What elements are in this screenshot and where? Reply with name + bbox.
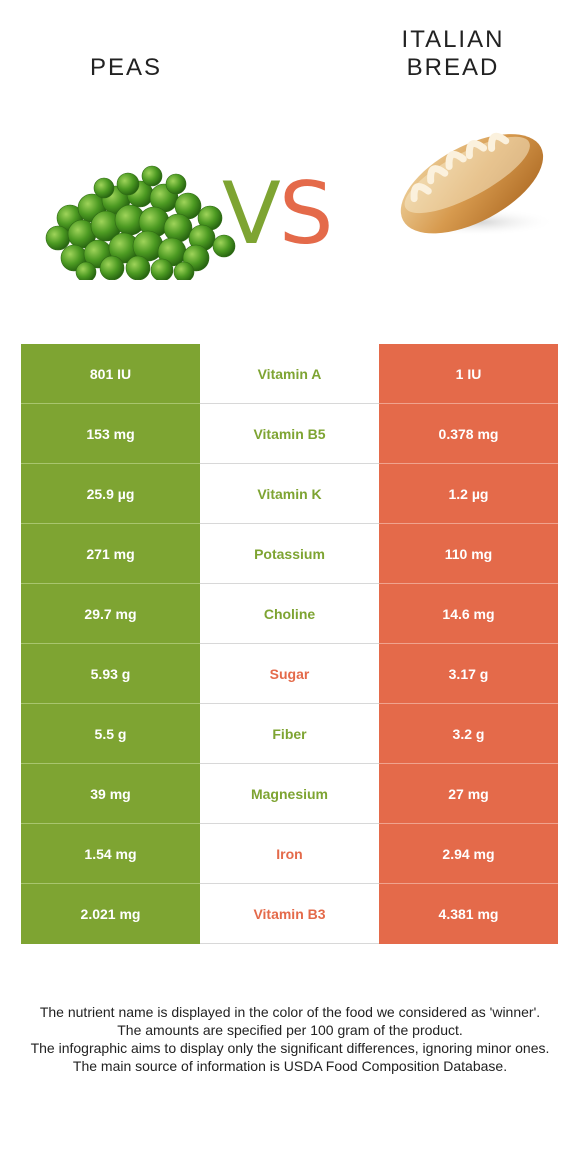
pea (116, 172, 140, 196)
nutrient-name: Vitamin B3 (200, 884, 379, 944)
peas-image (45, 165, 236, 280)
pea (93, 177, 115, 199)
pea (99, 255, 125, 280)
table-row: 39 mg Magnesium 27 mg (21, 764, 558, 824)
left-value: 271 mg (21, 524, 200, 584)
pea (165, 173, 187, 195)
pea (173, 261, 195, 280)
pea (125, 255, 151, 280)
left-food-title: PEAS (89, 54, 163, 81)
table-row: 5.93 g Sugar 3.17 g (21, 644, 558, 704)
nutrient-name: Magnesium (200, 764, 379, 824)
right-value: 110 mg (379, 524, 558, 584)
nutrient-name: Fiber (200, 704, 379, 764)
italian-bread-image (396, 132, 554, 236)
pea (212, 234, 236, 258)
right-value: 2.94 mg (379, 824, 558, 884)
left-value: 1.54 mg (21, 824, 200, 884)
note-data-source: The main source of information is USDA F… (72, 1058, 508, 1074)
left-value: 153 mg (21, 404, 200, 464)
pea (141, 165, 163, 187)
versus-label: VS (222, 164, 334, 264)
right-value: 3.17 g (379, 644, 558, 704)
nutrient-name: Potassium (200, 524, 379, 584)
table-row: 153 mg Vitamin B5 0.378 mg (21, 404, 558, 464)
left-value: 5.5 g (21, 704, 200, 764)
nutrient-name: Choline (200, 584, 379, 644)
left-value: 39 mg (21, 764, 200, 824)
table-row: 1.54 mg Iron 2.94 mg (21, 824, 558, 884)
right-value: 4.381 mg (379, 884, 558, 944)
left-value: 2.021 mg (21, 884, 200, 944)
table-row: 2.021 mg Vitamin B3 4.381 mg (21, 884, 558, 944)
table-row: 29.7 mg Choline 14.6 mg (21, 584, 558, 644)
note-significant-differences: The infographic aims to display only the… (30, 1040, 550, 1056)
nutrient-name: Vitamin K (200, 464, 379, 524)
right-food-title: ITALIAN BREAD (401, 26, 505, 81)
left-value: 5.93 g (21, 644, 200, 704)
vs-letter-s: S (278, 164, 334, 264)
footnotes: The nutrient name is displayed in the co… (18, 1003, 562, 1075)
right-value: 14.6 mg (379, 584, 558, 644)
table-row: 25.9 µg Vitamin K 1.2 µg (21, 464, 558, 524)
left-value: 29.7 mg (21, 584, 200, 644)
right-value: 0.378 mg (379, 404, 558, 464)
pea (150, 258, 174, 280)
nutrient-name: Iron (200, 824, 379, 884)
table-row: 5.5 g Fiber 3.2 g (21, 704, 558, 764)
vs-letter-v: V (222, 164, 281, 264)
left-value: 25.9 µg (21, 464, 200, 524)
nutrient-name: Vitamin A (200, 344, 379, 404)
right-value: 1 IU (379, 344, 558, 404)
nutrient-name: Vitamin B5 (200, 404, 379, 464)
pea (163, 213, 193, 243)
note-amounts: The amounts are specified per 100 gram o… (117, 1022, 463, 1038)
table-row: 271 mg Potassium 110 mg (21, 524, 558, 584)
right-value: 1.2 µg (379, 464, 558, 524)
right-value: 3.2 g (379, 704, 558, 764)
nutrient-name: Sugar (200, 644, 379, 704)
pea (45, 225, 71, 251)
left-value: 801 IU (21, 344, 200, 404)
pea (75, 261, 97, 280)
right-value: 27 mg (379, 764, 558, 824)
note-winner-color: The nutrient name is displayed in the co… (39, 1004, 541, 1020)
